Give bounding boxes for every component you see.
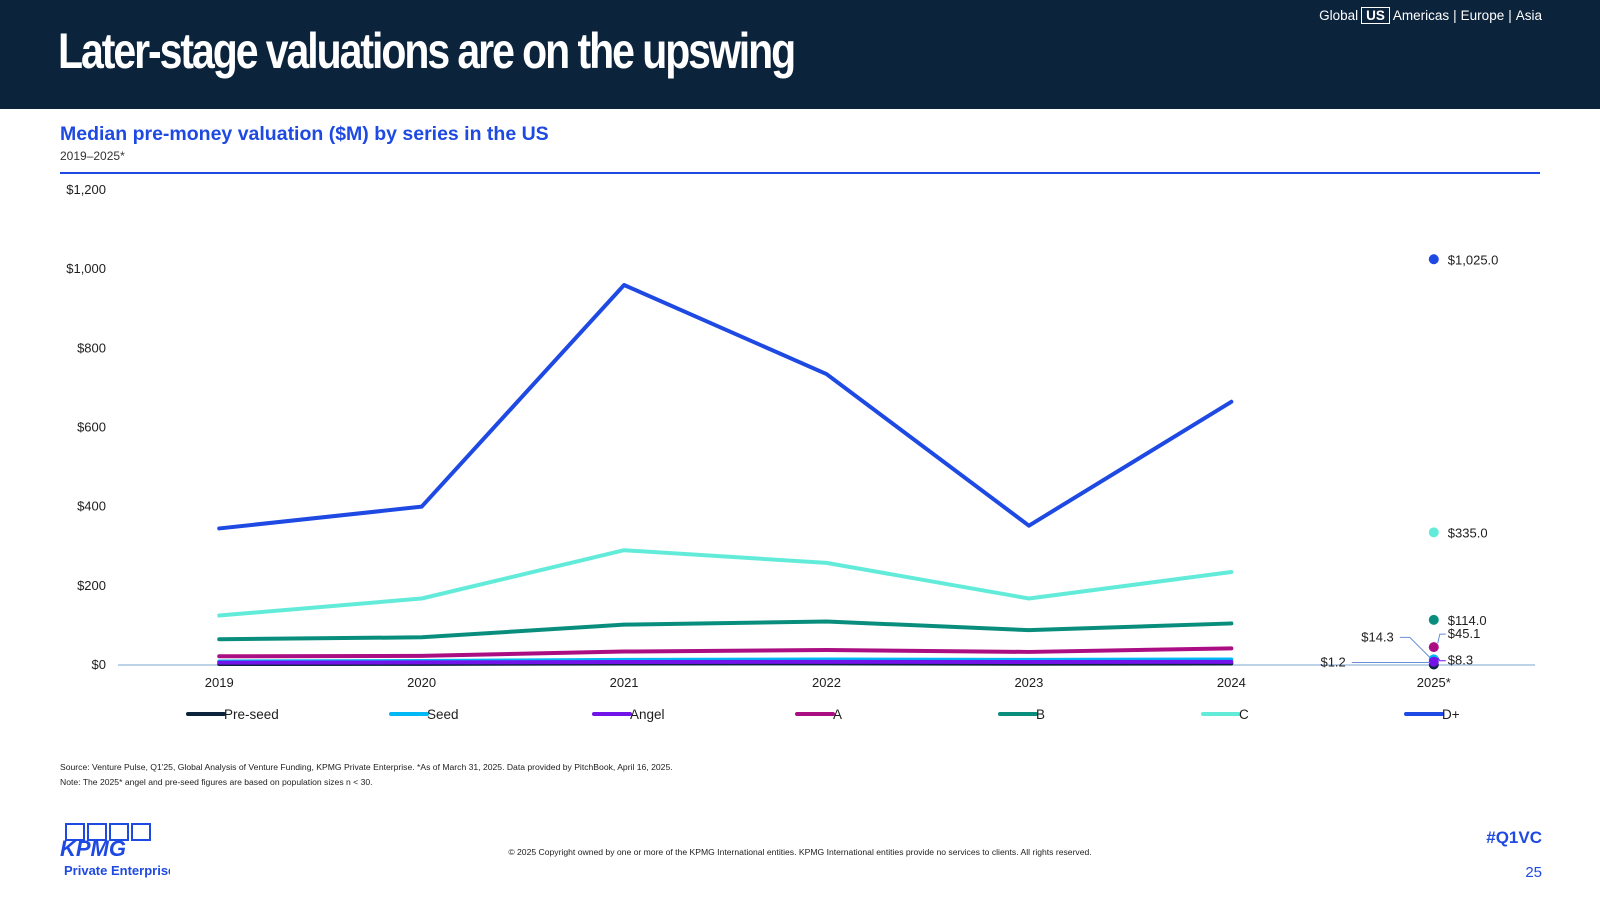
- point-2025-angel: [1428, 656, 1439, 667]
- x-tick-label: 2024: [1217, 675, 1246, 690]
- chart-subtitle: 2019–2025*: [60, 149, 125, 163]
- note-footnote: Note: The 2025* angel and pre-seed figur…: [60, 777, 373, 787]
- region-americas[interactable]: Americas: [1392, 8, 1450, 23]
- data-label-2025-pre-seed: $1.2: [1320, 655, 1345, 670]
- y-tick-label: $0: [92, 657, 106, 672]
- y-tick-label: $1,000: [66, 261, 106, 276]
- series-line-d+: [217, 283, 1234, 531]
- series-line-angel: [217, 659, 1234, 665]
- x-tick-label: 2021: [610, 675, 639, 690]
- y-tick-label: $400: [77, 499, 106, 514]
- x-tick-label: 2025*: [1417, 675, 1451, 690]
- y-tick-label: $1,200: [66, 182, 106, 197]
- label-leader-line: [1437, 633, 1446, 644]
- series-line-a: [217, 646, 1234, 659]
- kpmg-logo: KPMG Private Enterprise: [60, 823, 170, 878]
- legend-label-a: A: [833, 707, 842, 722]
- data-label-2025-b: $114.0: [1448, 613, 1487, 628]
- data-label-2025-angel: $8.3: [1448, 653, 1473, 668]
- point-2025-b: [1428, 614, 1439, 625]
- region-separator: |: [1453, 8, 1457, 23]
- legend-label-pre-seed: Pre-seed: [224, 707, 279, 722]
- data-label-2025-d+: $1,025.0: [1448, 252, 1499, 267]
- x-tick-label: 2019: [205, 675, 234, 690]
- header-bar: Later-stage valuations are on the upswin…: [0, 0, 1600, 109]
- y-tick-label: $200: [77, 578, 106, 593]
- region-asia[interactable]: Asia: [1515, 8, 1542, 23]
- region-global[interactable]: Global: [1319, 8, 1359, 23]
- point-2025-d+: [1428, 254, 1439, 265]
- title-divider: [60, 172, 1540, 174]
- label-leader-line: [1437, 657, 1446, 662]
- chart-title: Median pre-money valuation ($M) by serie…: [60, 123, 549, 145]
- source-footnote: Source: Venture Pulse, Q1'25, Global Ana…: [60, 762, 673, 772]
- point-2025-c: [1428, 527, 1439, 538]
- series-line-c: [217, 548, 1234, 618]
- region-europe[interactable]: Europe: [1460, 8, 1505, 23]
- y-tick-label: $800: [77, 340, 106, 355]
- x-tick-label: 2022: [812, 675, 841, 690]
- legend-label-b: B: [1036, 707, 1045, 722]
- data-label-2025-c: $335.0: [1448, 525, 1488, 540]
- page-number: 25: [1525, 864, 1542, 881]
- legend-label-c: C: [1239, 707, 1249, 722]
- hashtag: #Q1VC: [1486, 828, 1542, 847]
- x-tick-label: 2023: [1014, 675, 1043, 690]
- label-leader-line: [1399, 636, 1431, 658]
- region-separator: |: [1508, 8, 1512, 23]
- point-2025-a: [1428, 642, 1439, 653]
- region-us[interactable]: US: [1361, 7, 1390, 24]
- page-title: Later-stage valuations are on the upswin…: [58, 23, 796, 79]
- legend-label-seed: Seed: [427, 707, 459, 722]
- legend-label-d+: D+: [1442, 707, 1460, 722]
- legend-label-angel: Angel: [630, 707, 665, 722]
- x-tick-label: 2020: [407, 675, 436, 690]
- data-label-2025-a: $45.1: [1448, 626, 1481, 641]
- data-label-2025-seed: $14.3: [1361, 629, 1394, 644]
- y-tick-label: $600: [77, 420, 106, 435]
- logo-wordmark: KPMG: [60, 836, 126, 861]
- logo-subtext: Private Enterprise: [64, 863, 170, 878]
- series-line-b: [217, 619, 1234, 642]
- region-nav: Global US Americas | Europe | Asia: [1319, 7, 1542, 24]
- copyright: © 2025 Copyright owned by one or more of…: [508, 847, 1092, 857]
